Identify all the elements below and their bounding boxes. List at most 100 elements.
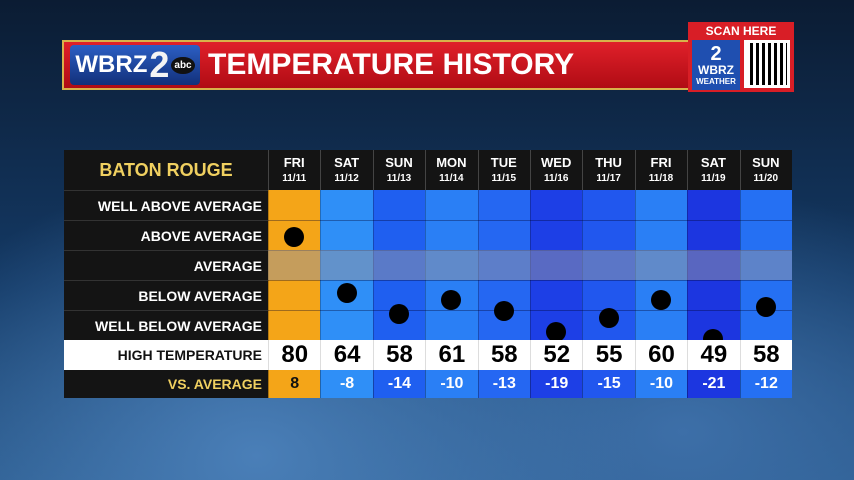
high-temp: 55 xyxy=(582,340,635,370)
day-date: 11/20 xyxy=(753,172,779,184)
row-divider xyxy=(634,310,688,311)
day-name: SUN xyxy=(385,154,413,170)
qr-logo-sub: WEATHER xyxy=(696,76,736,86)
departure-dot xyxy=(651,290,671,310)
day-name: FRI xyxy=(650,154,672,170)
average-band xyxy=(372,250,426,280)
logo-number: 2 xyxy=(149,44,170,85)
row-divider xyxy=(530,280,583,281)
day-name: FRI xyxy=(283,154,305,170)
logo-network: abc xyxy=(171,56,195,74)
average-band xyxy=(582,250,635,280)
high-temp: 58 xyxy=(372,340,426,370)
row-divider xyxy=(530,220,583,221)
qr-label: SCAN HERE xyxy=(705,24,777,38)
row-label: WELL BELOW AVERAGE xyxy=(64,310,268,340)
qr-logo-text: WBRZ xyxy=(698,62,734,77)
departure-dot xyxy=(546,321,567,342)
departure-dot xyxy=(441,290,462,310)
high-temp: 52 xyxy=(530,340,583,370)
row-divider xyxy=(477,280,530,281)
high-temp: 64 xyxy=(320,340,373,370)
row-divider xyxy=(582,220,635,221)
high-temp: 61 xyxy=(425,340,478,370)
row-label: BELOW AVERAGE xyxy=(64,280,268,310)
day-header xyxy=(268,150,321,190)
departure-dot xyxy=(598,307,619,328)
departure-value: -10 xyxy=(634,370,688,398)
day-header xyxy=(425,150,478,190)
day-header xyxy=(687,150,740,190)
departure-value: -8 xyxy=(320,370,373,398)
day-date: 11/12 xyxy=(334,172,359,184)
departure-value: -12 xyxy=(739,370,792,398)
location: BATON ROUGE xyxy=(64,150,268,190)
departure-value: -10 xyxy=(425,370,478,398)
departure-dot xyxy=(389,304,409,324)
departure-value: -19 xyxy=(530,370,583,398)
title-banner: WBRZ 2 abc TEMPERATURE HISTORY xyxy=(62,40,702,90)
average-band xyxy=(477,250,530,280)
high-temp: 58 xyxy=(477,340,530,370)
departure-label: VS. AVERAGE xyxy=(64,370,268,398)
day-name: TUE xyxy=(490,154,517,170)
day-date: 11/15 xyxy=(491,172,517,184)
departure-dot xyxy=(493,300,514,321)
high-temp: 49 xyxy=(687,340,740,370)
high-temp: 60 xyxy=(634,340,688,370)
departure-dot xyxy=(284,227,305,247)
departure-value: -21 xyxy=(687,370,740,398)
day-header xyxy=(477,150,530,190)
average-band xyxy=(268,250,321,280)
row-divider xyxy=(425,280,478,281)
title: TEMPERATURE HISTORY xyxy=(208,48,575,81)
row-divider xyxy=(425,310,478,311)
day-header xyxy=(372,150,426,190)
qr-logo-number: 2 xyxy=(710,42,722,65)
row-divider xyxy=(320,220,373,221)
high-label: HIGH TEMPERATURE xyxy=(64,340,268,370)
day-name: THU xyxy=(595,154,622,170)
departure-dot xyxy=(755,297,776,317)
departure-dot xyxy=(336,283,357,303)
average-band xyxy=(634,250,688,280)
day-date: 11/13 xyxy=(386,172,412,184)
day-name: SUN xyxy=(752,154,780,170)
day-name: WED xyxy=(541,154,572,170)
row-divider xyxy=(268,310,321,311)
average-band xyxy=(530,250,583,280)
row-divider xyxy=(530,310,583,311)
day-date: 11/14 xyxy=(439,172,464,184)
day-date: 11/11 xyxy=(282,172,307,184)
row-label: ABOVE AVERAGE xyxy=(64,220,268,250)
day-header xyxy=(634,150,688,190)
row-divider xyxy=(687,220,740,221)
row-divider xyxy=(687,280,740,281)
row-divider xyxy=(687,310,740,311)
row-divider xyxy=(425,220,478,221)
row-divider xyxy=(634,220,688,221)
logo-text: WBRZ xyxy=(75,51,148,78)
average-band xyxy=(320,250,373,280)
row-divider xyxy=(739,280,792,281)
departure-value: 8 xyxy=(268,370,321,398)
departure-value: -15 xyxy=(582,370,635,398)
average-band xyxy=(739,250,792,280)
row-label: WELL ABOVE AVERAGE xyxy=(64,190,268,220)
row-divider xyxy=(268,220,321,221)
day-date: 11/17 xyxy=(596,172,621,184)
row-divider xyxy=(320,280,373,281)
day-name: SAT xyxy=(700,154,726,170)
row-divider xyxy=(320,310,373,311)
qr-logo: 2 WBRZ WEATHER xyxy=(692,40,740,90)
day-header xyxy=(530,150,583,190)
qr-panel: SCAN HERE 2 WBRZ WEATHER xyxy=(688,22,794,92)
day-name: SAT xyxy=(334,154,360,170)
departure-value: -14 xyxy=(372,370,426,398)
row-label: AVERAGE xyxy=(64,250,268,280)
departure-value: -13 xyxy=(477,370,530,398)
logo: WBRZ 2 abc xyxy=(70,44,200,85)
day-date: 11/19 xyxy=(701,172,726,184)
row-divider xyxy=(634,280,688,281)
